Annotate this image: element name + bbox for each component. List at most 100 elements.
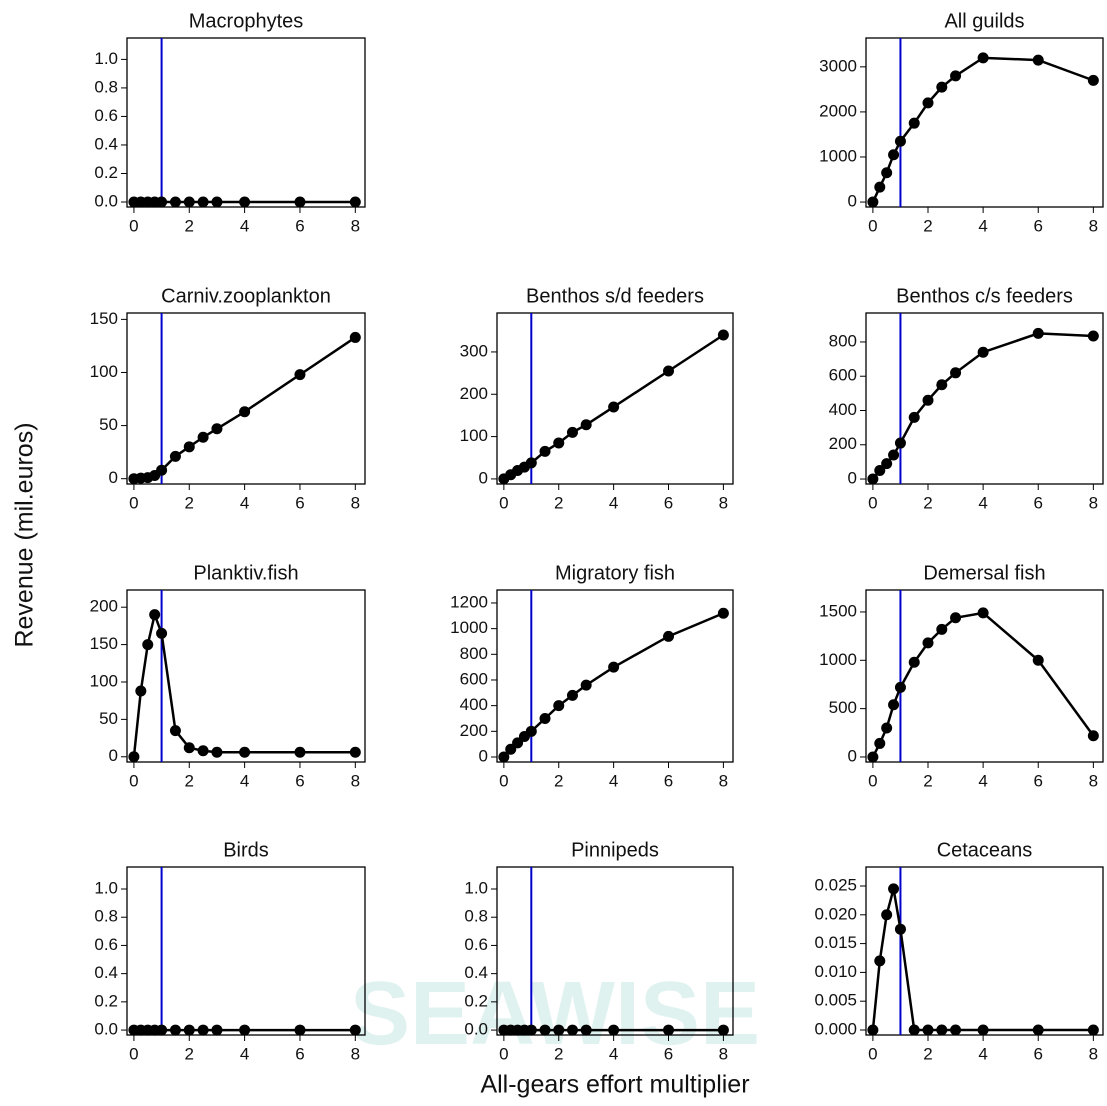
x-tick-label: 0	[499, 493, 508, 512]
y-tick-label: 500	[829, 698, 857, 717]
data-line	[132, 610, 356, 757]
data-point	[142, 639, 154, 651]
data-point	[169, 450, 181, 462]
y-tick-label: 0.2	[94, 991, 118, 1010]
data-point	[580, 419, 592, 431]
panel-title: Benthos s/d feeders	[526, 285, 704, 307]
data-point	[580, 679, 592, 691]
panel-title: Migratory fish	[555, 562, 675, 584]
data-point	[608, 661, 620, 673]
plot-frame	[126, 589, 366, 763]
data-point	[1087, 74, 1099, 86]
data-point	[525, 725, 537, 737]
data-point	[239, 746, 251, 758]
y-tick-label: 200	[829, 434, 857, 453]
data-point	[349, 196, 361, 208]
y-tick-label: 2000	[819, 101, 857, 120]
x-tick-label: 6	[664, 771, 673, 790]
x-tick-label: 2	[185, 1044, 194, 1063]
x-tick-label: 6	[664, 493, 673, 512]
data-point	[922, 637, 934, 649]
x-tick-label: 8	[1089, 771, 1098, 790]
panel-title: Benthos c/s feeders	[896, 285, 1073, 307]
watermark: SEAWISE	[350, 964, 760, 1064]
x-tick-label: 4	[978, 216, 987, 235]
data-point	[197, 196, 209, 208]
data-point	[717, 1024, 729, 1036]
x-tick-label: 8	[719, 493, 728, 512]
y-tick-label: 0.020	[814, 904, 857, 923]
x-tick-label: 2	[923, 1044, 932, 1063]
panel-title: Cetaceans	[937, 839, 1033, 861]
data-point	[950, 612, 962, 624]
data-point	[553, 1024, 565, 1036]
data-point	[539, 1024, 551, 1036]
panel-title: Demersal fish	[923, 562, 1045, 584]
data-point	[1032, 1024, 1044, 1036]
data-point	[239, 406, 251, 418]
y-tick-label: 0.6	[94, 935, 118, 954]
data-point	[156, 627, 168, 639]
y-tick-label: 0	[479, 746, 488, 765]
data-point	[553, 437, 565, 449]
x-tick-label: 8	[1089, 493, 1098, 512]
data-point	[135, 685, 147, 697]
x-tick-label: 2	[185, 216, 194, 235]
data-point	[888, 883, 900, 895]
data-point	[349, 1024, 361, 1036]
data-point	[888, 699, 900, 711]
x-tick-label: 4	[240, 1044, 249, 1063]
data-point	[867, 751, 879, 763]
data-point	[977, 607, 989, 619]
y-tick-label: 0.2	[464, 991, 488, 1010]
data-point	[894, 135, 906, 147]
y-tick-label: 0.000	[814, 1019, 857, 1038]
y-tick-label: 50	[99, 415, 118, 434]
data-point	[183, 441, 195, 453]
data-point	[566, 1024, 578, 1036]
x-tick-label: 4	[978, 1044, 987, 1063]
data-point	[211, 746, 223, 758]
x-tick-label: 0	[499, 1044, 508, 1063]
data-point	[566, 426, 578, 438]
y-tick-label: 150	[90, 309, 118, 328]
y-tick-label: 400	[829, 400, 857, 419]
plot-frame	[126, 866, 366, 1036]
plot-frame	[865, 312, 1104, 485]
y-tick-label: 0	[848, 192, 857, 211]
panel: Cetaceans 0 2 4 6 8 0.000 0.005 0.010 0.015 0.020 0…	[814, 839, 1104, 1063]
plot-frame	[496, 312, 734, 485]
x-tick-label: 0	[868, 216, 877, 235]
data-point	[977, 1024, 989, 1036]
panel-title: Birds	[223, 839, 269, 861]
x-tick-label: 6	[1034, 216, 1043, 235]
data-point	[128, 751, 140, 763]
data-point	[525, 1024, 537, 1036]
panel: Benthos c/s feeders 0 2 4 6 8 0 200 400 600 800	[829, 285, 1104, 512]
panel: Pinnipeds 0 2 4 6 8 0.0 0.2 0.4 0.6 0.8 1.0	[464, 839, 734, 1063]
data-point	[211, 196, 223, 208]
panel: Benthos s/d feeders 0 2 4 6 8 0 100 200 300	[460, 285, 734, 512]
data-point	[881, 167, 893, 179]
data-point	[894, 923, 906, 935]
x-tick-label: 4	[609, 493, 618, 512]
panel: Migratory fish 0 2 4 6 8 0 200 400 600 800 1000 1200	[450, 562, 734, 790]
data-point	[881, 722, 893, 734]
x-tick-label: 4	[609, 771, 618, 790]
x-tick-label: 6	[1034, 1044, 1043, 1063]
y-tick-label: 50	[99, 709, 118, 728]
y-tick-label: 300	[460, 341, 488, 360]
y-tick-label: 0.0	[94, 1020, 118, 1039]
y-tick-label: 200	[90, 597, 118, 616]
plot-frame	[126, 37, 366, 208]
x-tick-label: 0	[499, 771, 508, 790]
y-tick-label: 0	[848, 469, 857, 488]
data-point	[566, 689, 578, 701]
x-tick-label: 2	[185, 493, 194, 512]
data-point	[867, 1024, 879, 1036]
x-tick-label: 8	[351, 771, 360, 790]
data-point	[197, 745, 209, 757]
data-point	[294, 196, 306, 208]
data-point	[197, 431, 209, 443]
y-tick-label: 1.0	[94, 878, 118, 897]
